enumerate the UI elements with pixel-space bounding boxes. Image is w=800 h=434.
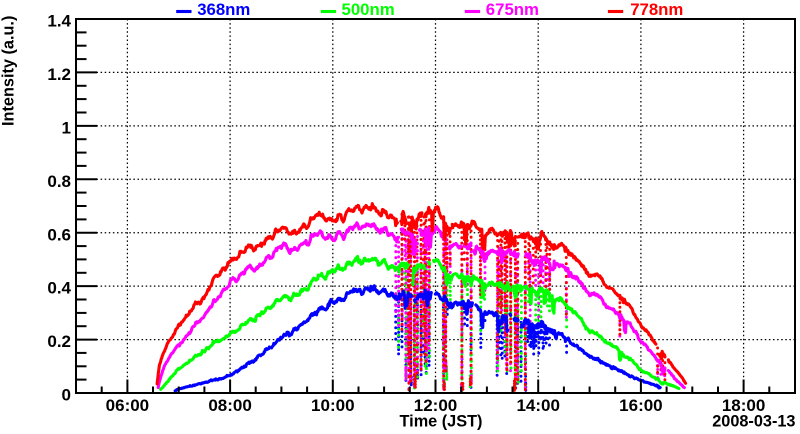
svg-text:778nm: 778nm <box>630 0 683 19</box>
svg-text:0: 0 <box>62 386 71 405</box>
svg-text:16:00: 16:00 <box>619 396 662 415</box>
svg-text:500nm: 500nm <box>342 0 395 19</box>
svg-text:0.6: 0.6 <box>47 225 71 244</box>
svg-text:06:00: 06:00 <box>106 396 149 415</box>
svg-text:1.2: 1.2 <box>47 65 71 84</box>
svg-text:1.4: 1.4 <box>47 12 71 31</box>
svg-text:10:00: 10:00 <box>311 396 354 415</box>
svg-text:14:00: 14:00 <box>516 396 559 415</box>
svg-text:18:00: 18:00 <box>722 396 765 415</box>
svg-text:0.2: 0.2 <box>47 332 71 351</box>
svg-text:0.4: 0.4 <box>47 279 71 298</box>
svg-text:1: 1 <box>62 119 71 138</box>
svg-text:Intensity (a.u.): Intensity (a.u.) <box>0 16 18 126</box>
svg-text:368nm: 368nm <box>197 0 250 19</box>
svg-text:675nm: 675nm <box>486 0 539 19</box>
svg-text:Time (JST): Time (JST) <box>400 412 483 430</box>
svg-text:0.8: 0.8 <box>47 172 71 191</box>
svg-text:12:00: 12:00 <box>414 396 457 415</box>
svg-text:08:00: 08:00 <box>208 396 251 415</box>
svg-text:2008-03-13: 2008-03-13 <box>712 412 795 430</box>
